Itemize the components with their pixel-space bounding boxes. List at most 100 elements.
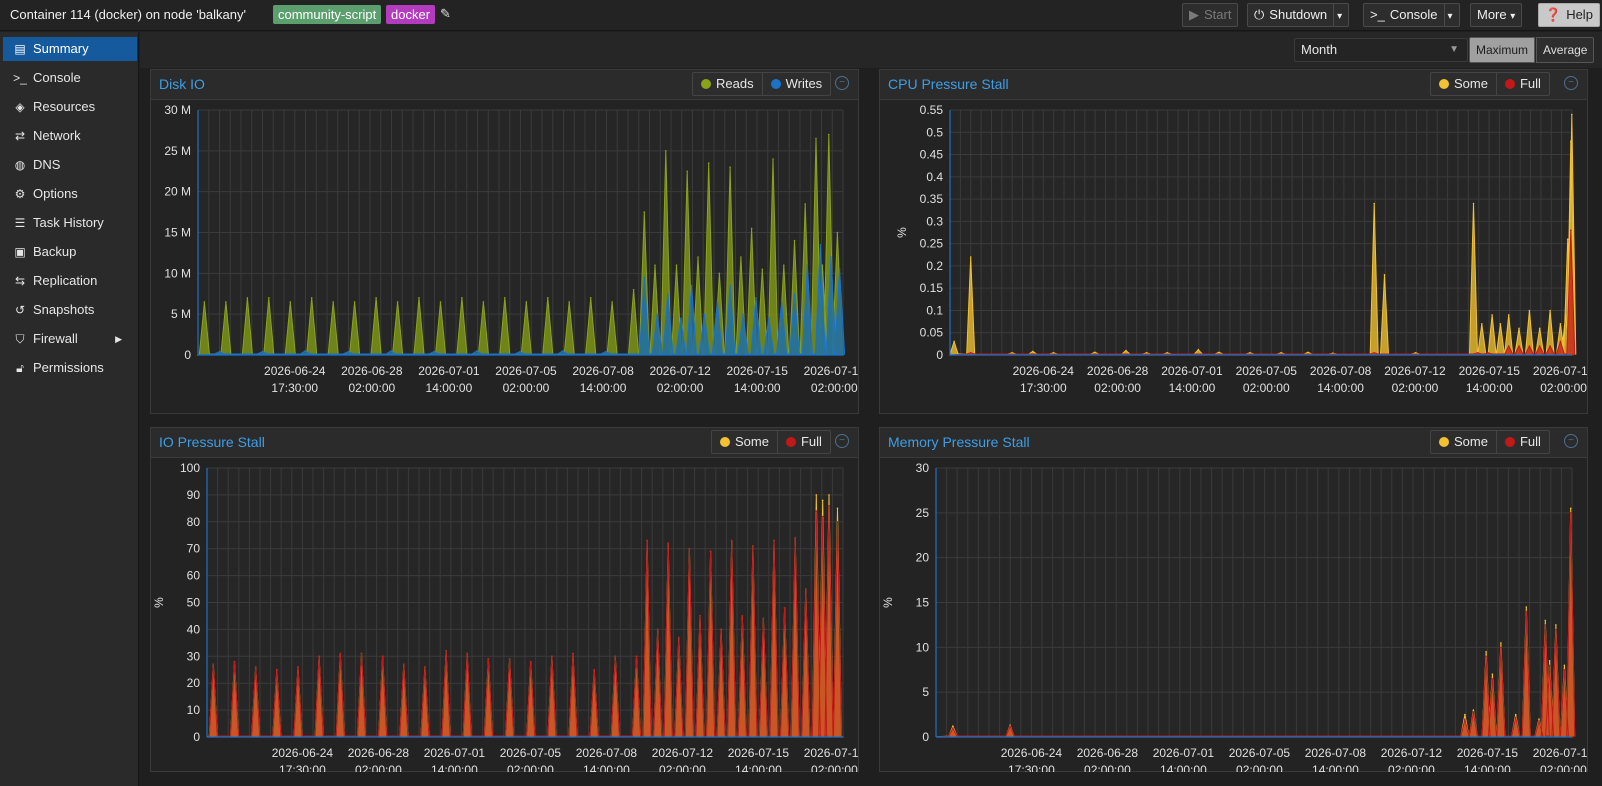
y-tick-label: 10 M xyxy=(164,266,191,280)
average-toggle[interactable]: Average xyxy=(1536,37,1595,63)
sidebar-item-replication[interactable]: ⇆ Replication xyxy=(3,269,137,293)
legend-label: Writes xyxy=(785,76,823,91)
start-button[interactable]: ▶ Start xyxy=(1182,3,1239,27)
data-point xyxy=(838,268,841,271)
maximum-toggle[interactable]: Maximum xyxy=(1469,37,1536,63)
data-point xyxy=(1514,716,1517,719)
x-tick-label: 2026-07-08 xyxy=(1305,746,1367,760)
timeframe-select[interactable]: Month ▼ xyxy=(1294,38,1468,62)
collapse-icon[interactable]: − xyxy=(1564,76,1578,90)
tag-docker[interactable]: docker xyxy=(386,5,436,24)
help-label: Help xyxy=(1566,7,1593,22)
x-tick-label: 2026-07-12 xyxy=(1384,364,1446,378)
data-point xyxy=(390,350,392,352)
sidebar-item-label: Snapshots xyxy=(33,302,95,317)
x-tick-label: 14:00:00 xyxy=(1464,763,1511,772)
legend-full[interactable]: Full xyxy=(778,431,830,453)
data-point xyxy=(675,264,678,266)
sidebar-item-dns[interactable]: ◍ DNS xyxy=(3,153,137,177)
series-area-reads xyxy=(196,134,844,356)
legend-some[interactable]: Some xyxy=(1431,431,1497,453)
data-point xyxy=(730,539,733,542)
terminal-icon: >_ xyxy=(13,71,27,85)
chevron-down-icon: ▾ xyxy=(1510,11,1516,22)
x-tick-label: 02:00:00 xyxy=(503,381,550,395)
help-button[interactable]: ❓ Help xyxy=(1538,3,1600,27)
shutdown-button[interactable]: ⏻ Shutdown ▾ xyxy=(1247,3,1350,27)
sidebar-item-task-history[interactable]: ☰ Task History xyxy=(3,211,137,235)
data-point xyxy=(1166,352,1169,354)
data-point xyxy=(1373,202,1375,205)
console-button[interactable]: >_ Console ▾ xyxy=(1363,3,1460,27)
data-point xyxy=(742,313,744,315)
data-point xyxy=(1571,113,1573,116)
data-point xyxy=(821,515,824,518)
tag-community-script[interactable]: community-script xyxy=(273,5,382,24)
sidebar-item-backup[interactable]: ▣ Backup xyxy=(3,240,137,264)
x-tick-label: 14:00:00 xyxy=(426,381,473,395)
data-point xyxy=(646,539,648,542)
data-point xyxy=(656,628,659,631)
full-dot-icon xyxy=(1504,79,1515,89)
more-button[interactable]: More ▾ xyxy=(1470,3,1523,27)
y-tick-label: 20 M xyxy=(164,185,191,199)
unlock-icon: 🔓︎ xyxy=(16,361,24,375)
sidebar-item-console[interactable]: >_ Console xyxy=(3,66,137,90)
data-point xyxy=(656,313,658,315)
sidebar-item-resources[interactable]: ◈ Resources xyxy=(3,95,137,119)
data-point xyxy=(703,313,706,315)
x-tick-label: 14:00:00 xyxy=(580,381,627,395)
y-tick-label: 0.15 xyxy=(920,281,944,295)
data-point xyxy=(1569,512,1572,514)
sidebar-item-network[interactable]: ⇄ Network xyxy=(3,124,137,148)
y-tick-label: 0.45 xyxy=(920,148,944,162)
sidebar-item-options[interactable]: ⚙ Options xyxy=(3,182,137,206)
legend-some[interactable]: Some xyxy=(1431,73,1497,95)
legend-full[interactable]: Full xyxy=(1497,73,1549,95)
data-point xyxy=(396,301,399,303)
data-point xyxy=(318,655,320,658)
pencil-icon[interactable]: ✎ xyxy=(440,6,451,21)
legend-full[interactable]: Full xyxy=(1497,431,1549,453)
data-point xyxy=(828,494,830,496)
y-tick-label: 40 xyxy=(187,622,201,636)
x-tick-label: 2026-06-24 xyxy=(264,364,326,378)
sidebar-item-firewall[interactable]: ⛉ Firewall ▶ xyxy=(3,327,137,351)
data-point xyxy=(709,550,712,553)
legend-reads[interactable]: Reads xyxy=(693,73,763,95)
x-tick-label: 14:00:00 xyxy=(1160,763,1207,772)
data-point xyxy=(828,133,830,136)
data-point xyxy=(1485,655,1487,658)
sidebar-item-snapshots[interactable]: ↺ Snapshots xyxy=(3,298,137,322)
data-point xyxy=(1500,646,1502,649)
data-point xyxy=(1485,651,1487,653)
legend-writes[interactable]: Writes xyxy=(763,73,831,95)
data-point xyxy=(508,658,511,660)
data-point xyxy=(1197,348,1200,351)
memory-pressure-panel: Memory Pressure Stall Some Full − 0 5 10 15 2… xyxy=(879,427,1588,772)
collapse-icon[interactable]: − xyxy=(835,434,849,448)
data-point xyxy=(1011,352,1013,354)
sidebar-item-summary[interactable]: ▤ Summary xyxy=(3,37,137,61)
data-point xyxy=(1507,314,1510,316)
data-point xyxy=(1514,713,1517,716)
data-point xyxy=(716,301,719,303)
chevron-down-icon[interactable]: ▾ xyxy=(1337,11,1343,22)
data-point xyxy=(487,658,490,660)
sidebar-item-label: DNS xyxy=(33,157,61,172)
x-tick-label: 2026-07-12 xyxy=(652,746,714,760)
data-point xyxy=(1145,352,1148,354)
x-tick-label: 02:00:00 xyxy=(507,763,554,772)
chevron-down-icon[interactable]: ▾ xyxy=(1447,11,1453,22)
y-tick-label: 80 xyxy=(187,515,201,529)
data-point xyxy=(1472,709,1475,711)
legend-some[interactable]: Some xyxy=(712,431,778,453)
x-tick-label: 2026-06-28 xyxy=(348,746,410,760)
sidebar-item-label: Summary xyxy=(33,41,89,56)
cube-icon: ◈ xyxy=(15,100,25,114)
sidebar-item-permissions[interactable]: 🔓︎ Permissions xyxy=(3,356,137,380)
collapse-icon[interactable]: − xyxy=(1564,434,1578,448)
chevron-right-icon[interactable]: ▶ xyxy=(115,334,122,344)
collapse-icon[interactable]: − xyxy=(835,76,849,90)
data-point xyxy=(611,301,613,303)
